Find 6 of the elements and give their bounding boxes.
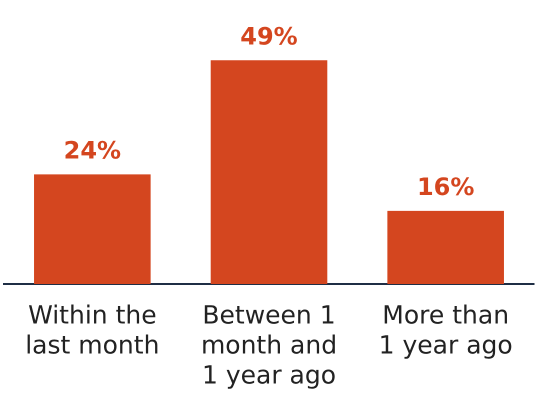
data-label: 24% bbox=[64, 136, 122, 165]
data-label: 16% bbox=[416, 173, 474, 202]
x-tick-label: Within the last month bbox=[25, 300, 160, 360]
x-tick-label: Between 1 month and 1 year ago bbox=[200, 300, 338, 390]
data-label: 49% bbox=[240, 22, 298, 50]
x-tick-label: More than 1 year ago bbox=[378, 300, 513, 360]
